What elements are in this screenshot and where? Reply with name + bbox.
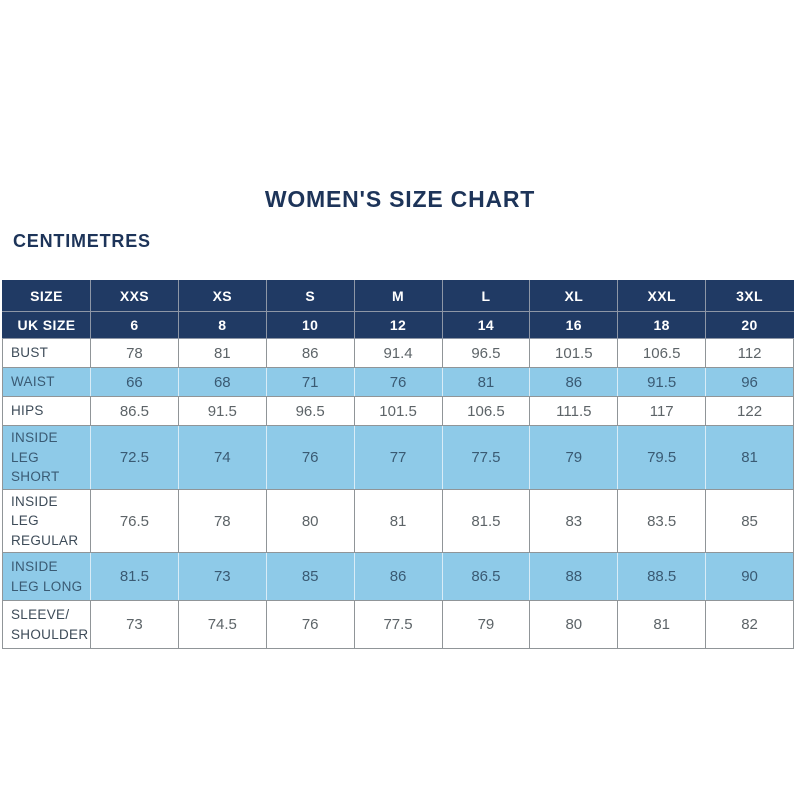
value-cell: 86 — [529, 367, 619, 397]
value-cell: 80 — [265, 488, 355, 554]
value-cell: 88 — [529, 552, 619, 602]
value-cell: 72.5 — [90, 425, 179, 490]
header-label-cell: UK SIZE — [2, 311, 91, 339]
row-label-cell: INSIDE LEG REGULAR — [2, 488, 91, 554]
value-cell: 91.4 — [353, 338, 443, 368]
value-cell: 91.5 — [617, 367, 707, 397]
value-cell: 76 — [353, 367, 443, 397]
value-cell: 86.5 — [441, 552, 531, 602]
value-cell: 96.5 — [441, 338, 531, 368]
header-size-cell: M — [353, 280, 443, 312]
value-cell: 76.5 — [90, 488, 179, 554]
value-cell: 88.5 — [617, 552, 707, 602]
header-label-cell: SIZE — [2, 280, 91, 312]
value-cell: 90 — [705, 552, 794, 602]
value-cell: 71 — [265, 367, 355, 397]
table-row: HIPS 86.5 91.5 96.5 101.5 106.5 111.5 117 122 — [2, 396, 794, 426]
value-cell: 81.5 — [441, 488, 531, 554]
table-row: WAIST 66 68 71 76 81 86 91.5 96 — [2, 367, 794, 397]
value-cell: 77.5 — [441, 425, 531, 490]
value-cell: 79.5 — [617, 425, 707, 490]
value-cell: 80 — [529, 600, 619, 650]
header-size-cell: 3XL — [705, 280, 794, 312]
row-label-cell: INSIDE LEG SHORT — [2, 425, 91, 490]
header-size-cell: 16 — [529, 311, 619, 339]
table-row: INSIDE LEG SHORT 72.5 74 76 77 77.5 79 79.5 81 — [2, 425, 794, 490]
value-cell: 112 — [705, 338, 794, 368]
header-size-cell: 20 — [705, 311, 794, 339]
row-label-cell: SLEEVE/ SHOULDER — [2, 600, 91, 650]
value-cell: 81 — [617, 600, 707, 650]
value-cell: 122 — [705, 396, 794, 426]
header-size-cell: 14 — [441, 311, 531, 339]
header-size-cell: 8 — [177, 311, 267, 339]
value-cell: 96 — [705, 367, 794, 397]
value-cell: 86 — [353, 552, 443, 602]
value-cell: 85 — [705, 488, 794, 554]
value-cell: 91.5 — [177, 396, 267, 426]
header-size-cell: 10 — [265, 311, 355, 339]
header-size-cell: XL — [529, 280, 619, 312]
value-cell: 101.5 — [529, 338, 619, 368]
header-size-cell: XS — [177, 280, 267, 312]
row-label-cell: HIPS — [2, 396, 91, 426]
value-cell: 81 — [441, 367, 531, 397]
table-body: BUST 78 81 86 91.4 96.5 101.5 106.5 112 WAIST 66 68… — [2, 338, 794, 650]
value-cell: 68 — [177, 367, 267, 397]
value-cell: 76 — [265, 425, 355, 490]
page-title: WOMEN'S SIZE CHART — [264, 186, 536, 212]
size-chart-table: SIZE XXS XS S M L XL XXL 3XL UK SIZE 6 8 10 12 14 16 18 2… — [2, 280, 794, 650]
value-cell: 78 — [90, 338, 179, 368]
value-cell: 66 — [90, 367, 179, 397]
value-cell: 81 — [353, 488, 443, 554]
table-row: INSIDE LEG REGULAR 76.5 78 80 81 81.5 83 83.5 85 — [2, 488, 794, 554]
header-size-cell: XXL — [617, 280, 707, 312]
header-size-cell: 6 — [90, 311, 179, 339]
header-size-cell: XXS — [90, 280, 179, 312]
value-cell: 83 — [529, 488, 619, 554]
value-cell: 81 — [705, 425, 794, 490]
value-cell: 96.5 — [265, 396, 355, 426]
value-cell: 111.5 — [529, 396, 619, 426]
value-cell: 83.5 — [617, 488, 707, 554]
row-label-cell: INSIDE LEG LONG — [2, 552, 91, 602]
value-cell: 106.5 — [441, 396, 531, 426]
header-size-cell: L — [441, 280, 531, 312]
value-cell: 82 — [705, 600, 794, 650]
value-cell: 73 — [177, 552, 267, 602]
header-size-cell: 18 — [617, 311, 707, 339]
value-cell: 74.5 — [177, 600, 267, 650]
value-cell: 117 — [617, 396, 707, 426]
value-cell: 77 — [353, 425, 443, 490]
value-cell: 101.5 — [353, 396, 443, 426]
row-label-cell: BUST — [2, 338, 91, 368]
header-row-size: SIZE XXS XS S M L XL XXL 3XL — [2, 280, 794, 312]
table-row: BUST 78 81 86 91.4 96.5 101.5 106.5 112 — [2, 338, 794, 368]
value-cell: 74 — [177, 425, 267, 490]
value-cell: 86.5 — [90, 396, 179, 426]
value-cell: 81.5 — [90, 552, 179, 602]
value-cell: 79 — [441, 600, 531, 650]
value-cell: 81 — [177, 338, 267, 368]
value-cell: 78 — [177, 488, 267, 554]
value-cell: 73 — [90, 600, 179, 650]
header-size-cell: 12 — [353, 311, 443, 339]
header-size-cell: S — [265, 280, 355, 312]
table-row: INSIDE LEG LONG 81.5 73 85 86 86.5 88 88.5 90 — [2, 552, 794, 602]
value-cell: 106.5 — [617, 338, 707, 368]
value-cell: 86 — [265, 338, 355, 368]
unit-label: CENTIMETRES — [13, 231, 151, 251]
value-cell: 85 — [265, 552, 355, 602]
value-cell: 76 — [265, 600, 355, 650]
row-label-cell: WAIST — [2, 367, 91, 397]
value-cell: 79 — [529, 425, 619, 490]
table-header: SIZE XXS XS S M L XL XXL 3XL UK SIZE 6 8 10 12 14 16 18 2… — [2, 280, 794, 339]
value-cell: 77.5 — [353, 600, 443, 650]
header-row-uk-size: UK SIZE 6 8 10 12 14 16 18 20 — [2, 311, 794, 339]
table-row: SLEEVE/ SHOULDER 73 74.5 76 77.5 79 80 81 82 — [2, 600, 794, 650]
